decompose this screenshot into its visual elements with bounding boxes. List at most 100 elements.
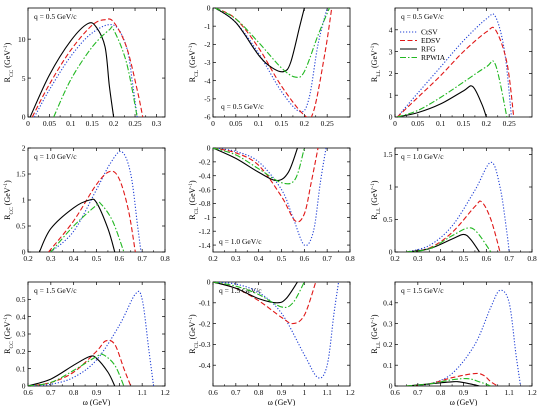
y-tick-label: 0.4 xyxy=(383,299,393,308)
x-tick-label: 0.7 xyxy=(231,388,241,397)
y-axis-label: RLL (GeV-1) xyxy=(370,180,382,219)
y-tick-label: 0 xyxy=(22,113,26,122)
x-tick-label: 0.8 xyxy=(160,254,170,263)
y-tick-label: 3 xyxy=(389,47,393,56)
series-line-ctsv xyxy=(28,290,155,386)
series-line-ctsv xyxy=(406,289,522,386)
series-line-edsv xyxy=(406,200,501,252)
series-line-rfg xyxy=(214,8,305,73)
x-axis-label: ω (GeV) xyxy=(268,398,296,406)
x-tick-label: 0.5 xyxy=(92,254,102,263)
x-tick-label: 0.3 xyxy=(231,254,241,263)
x-tick-label: 0.4 xyxy=(254,254,264,263)
x-tick-label: 0.2 xyxy=(109,119,119,128)
q-annotation: q = 1.0 GeV/c xyxy=(219,237,262,246)
y-tick-label: 0.5 xyxy=(16,295,26,304)
q-annotation: q = 1.0 GeV/c xyxy=(401,152,444,161)
x-tick-label: 1.2 xyxy=(160,388,170,397)
y-axis-label: RLL (GeV-1) xyxy=(370,314,382,353)
y-tick-label: 1.5 xyxy=(16,170,26,179)
axes-frame xyxy=(27,7,166,118)
q-annotation: q = 1.5 GeV/c xyxy=(401,286,444,295)
y-tick-label: 0 xyxy=(389,248,393,257)
series-line-ctsv xyxy=(406,161,510,252)
axes-frame xyxy=(27,281,166,387)
y-tick-label: 0.5 xyxy=(383,215,393,224)
y-tick-label: 1.5 xyxy=(383,150,393,159)
legend-label: RPWIA xyxy=(421,53,446,62)
x-tick-label: 0.15 xyxy=(86,119,99,128)
series-line-rfg xyxy=(213,282,298,304)
x-tick-label: 0.5 xyxy=(277,254,287,263)
y-axis-label: RCC (GeV-1) xyxy=(3,180,15,220)
series-line-rfg xyxy=(397,85,487,117)
y-tick-label: 0.2 xyxy=(383,340,393,349)
y-axis-label: RLL (GeV-1) xyxy=(370,43,382,82)
q-annotation: q = 1.0 GeV/c xyxy=(34,152,77,161)
x-tick-label: 1 xyxy=(484,388,488,397)
y-axis-label: RCC (GeV-1) xyxy=(3,42,15,82)
series-line-ctsv xyxy=(214,8,328,113)
x-tick-label: 0.25 xyxy=(503,119,516,128)
y-tick-label: 0.3 xyxy=(16,330,26,339)
y-tick-label: -0.3 xyxy=(199,340,211,349)
x-tick-label: 1.2 xyxy=(345,388,355,397)
y-tick-label: 0.2 xyxy=(16,347,26,356)
q-annotation: q = 0.5 GeV/c xyxy=(401,12,444,21)
x-tick-label: 0.6 xyxy=(300,254,310,263)
y-tick-label: -1.4 xyxy=(199,241,211,250)
y-tick-label: -0.8 xyxy=(199,199,211,208)
x-tick-label: 0.8 xyxy=(436,388,446,397)
y-tick-label: 10 xyxy=(18,35,26,44)
x-tick-label: 0.15 xyxy=(275,119,288,128)
x-tick-label: 0.2 xyxy=(300,119,310,128)
series-line-rpwia xyxy=(28,353,125,386)
q-annotation: q = 0.5 GeV/c xyxy=(221,102,264,111)
x-tick-label: 0.3 xyxy=(46,254,56,263)
panel-8: 0.6 0.7 0.8 0.9 1 1.1 1.2 0 -0.1 -0.2 -0.3 -0.4 RCL … xyxy=(188,278,355,407)
x-tick-label: 0.05 xyxy=(229,119,242,128)
series-line-edsv xyxy=(31,18,144,117)
y-tick-label: 0.4 xyxy=(16,312,26,321)
panel-3: 0 0.05 0.1 0.15 0.2 0.25 0 1 2 3 4 RLL (GeV-1) q = 0… xyxy=(370,7,533,128)
series-line-rfg xyxy=(29,22,115,117)
y-tick-label: 0 xyxy=(389,382,393,391)
panel-7: 0.6 0.7 0.8 0.9 1 1.1 1.2 0 0.1 0.2 0.3 0.4 0.5 RCC (… xyxy=(3,281,170,407)
series-line-edsv xyxy=(213,148,319,223)
legend-label: EDSV xyxy=(421,36,441,45)
x-tick-label: 0.7 xyxy=(322,254,332,263)
series-line-rfg xyxy=(28,355,116,386)
x-tick-label: 0.15 xyxy=(457,119,470,128)
series-line-rfg xyxy=(213,148,298,182)
panel-4: 0.2 0.3 0.4 0.5 0.6 0.7 0.8 0 0.5 1 1.5 2 RCC (GeV-1… xyxy=(3,144,170,263)
x-tick-label: 0.8 xyxy=(345,254,355,263)
axes-frame xyxy=(394,7,533,118)
x-tick-label: 0.8 xyxy=(69,388,79,397)
x-tick-label: 1.1 xyxy=(322,388,332,397)
x-tick-label: 0.6 xyxy=(208,388,218,397)
y-tick-label: 1 xyxy=(389,183,393,192)
x-tick-label: 0 xyxy=(393,119,397,128)
y-tick-label: 4 xyxy=(389,26,393,35)
y-tick-label: -4 xyxy=(204,76,210,85)
y-tick-label: 1 xyxy=(22,196,26,205)
x-tick-label: 0.25 xyxy=(128,119,141,128)
series-line-rfg xyxy=(406,233,480,252)
x-tick-label: 0.8 xyxy=(527,254,537,263)
legend-label: CtSV xyxy=(421,28,438,37)
y-axis-label: RCL (GeV-1) xyxy=(188,314,200,354)
x-tick-label: 0.5 xyxy=(459,254,469,263)
legend-label: RFG xyxy=(421,45,436,54)
x-tick-label: 0.2 xyxy=(208,254,218,263)
x-axis-label: ω (GeV) xyxy=(83,398,111,406)
axes-frame xyxy=(212,7,351,118)
y-tick-label: -1.2 xyxy=(199,227,211,236)
x-tick-label: 0.1 xyxy=(66,119,76,128)
y-tick-label: 0.1 xyxy=(16,364,26,373)
q-annotation: q = 0.5 GeV/c xyxy=(34,12,77,21)
x-tick-label: 1.1 xyxy=(504,388,514,397)
